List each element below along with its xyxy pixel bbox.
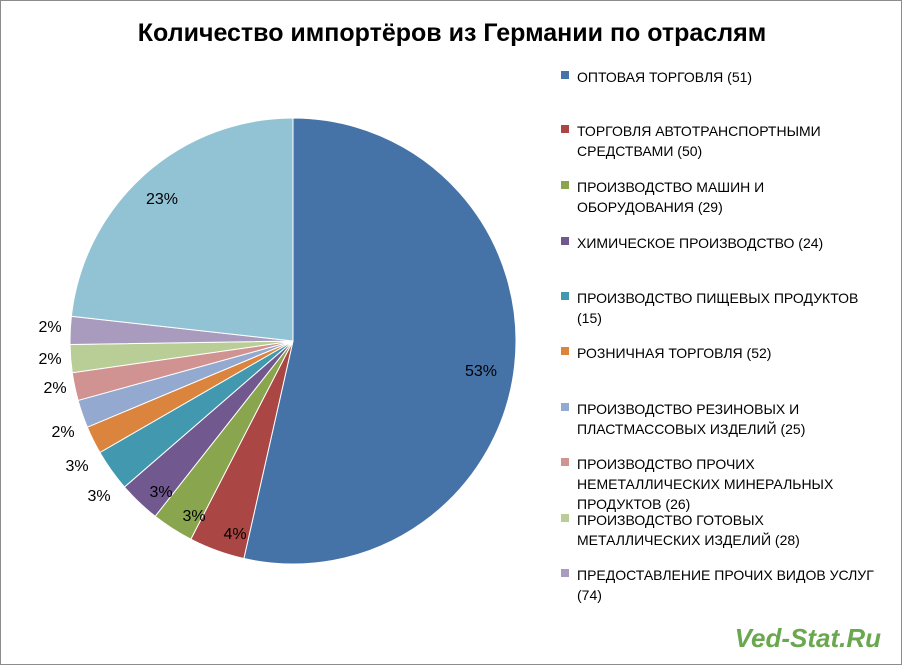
- legend-swatch: [561, 403, 569, 411]
- data-label-7: 2%: [43, 380, 66, 397]
- data-label-8: 2%: [38, 351, 61, 368]
- legend-swatch: [561, 347, 569, 355]
- data-label-0: 53%: [465, 363, 497, 380]
- watermark: Ved-Stat.Ru: [734, 623, 881, 653]
- legend-label: ПРОИЗВОДСТВО МАШИН И ОБОРУДОВАНИЯ (29): [577, 179, 765, 215]
- pie-slice-0: [243, 117, 517, 565]
- legend-swatch: [561, 569, 569, 577]
- chart-title: Количество импортёров из Германии по отр…: [137, 19, 767, 47]
- legend-swatch: [561, 71, 569, 79]
- legend-label: ХИМИЧЕСКОЕ ПРОИЗВОДСТВО (24): [577, 235, 824, 251]
- data-label-3: 3%: [149, 484, 172, 501]
- data-label-10: 23%: [146, 191, 178, 208]
- legend-swatch: [561, 181, 569, 189]
- legend-swatch: [561, 458, 569, 466]
- legend-label: ПРОИЗВОДСТВО РЕЗИНОВЫХ И ПЛАСТМАССОВЫХ И…: [577, 401, 806, 437]
- legend-swatch: [561, 125, 569, 133]
- legend-swatch: [561, 292, 569, 300]
- data-label-6: 2%: [51, 424, 74, 441]
- pie-slice-10: [70, 117, 294, 342]
- data-label-1: 4%: [223, 526, 246, 543]
- legend-label: ПРЕДОСТАВЛЕНИЕ ПРОЧИХ ВИДОВ УСЛУГ (74): [577, 567, 874, 603]
- legend-swatch: [561, 514, 569, 522]
- legend-label: ОПТОВАЯ ТОРГОВЛЯ (51): [577, 69, 753, 85]
- data-label-5: 3%: [65, 458, 88, 475]
- data-label-9: 2%: [38, 319, 61, 336]
- legend-label: ТОРГОВЛЯ АВТОТРАНСПОРТНЫМИ СРЕДСТВАМИ (5…: [577, 123, 821, 159]
- legend-label: РОЗНИЧНАЯ ТОРГОВЛЯ (52): [577, 345, 772, 361]
- legend-label: ПРОИЗВОДСТВО ПРОЧИХ НЕМЕТАЛЛИЧЕСКИХ МИНЕ…: [577, 456, 834, 512]
- data-label-2: 3%: [182, 508, 205, 525]
- legend-label: ПРОИЗВОДСТВО ГОТОВЫХ МЕТАЛЛИЧЕСКИХ ИЗДЕЛ…: [577, 512, 800, 548]
- data-label-4: 3%: [87, 488, 110, 505]
- legend-label: ПРОИЗВОДСТВО ПИЩЕВЫХ ПРОДУКТОВ (15): [577, 290, 859, 326]
- legend-swatch: [561, 237, 569, 245]
